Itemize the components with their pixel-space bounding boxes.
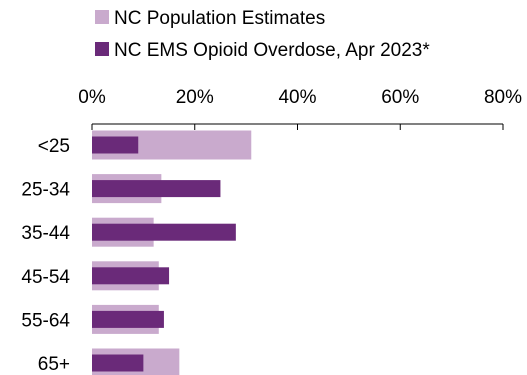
category-labels: <25 25-34 35-44 45-54 55-64 65+ (21, 136, 70, 375)
legend-swatch-population (95, 10, 109, 24)
category-label: 45-54 (21, 267, 70, 288)
bar-overdose (92, 136, 139, 154)
category-label: 65+ (38, 354, 70, 375)
x-tick-label: 0% (78, 87, 106, 108)
legend: NC Population Estimates NC EMS Opioid Ov… (95, 8, 430, 61)
category-label: <25 (38, 136, 70, 157)
x-tick-label: 60% (381, 87, 419, 108)
legend-label-overdose: NC EMS Opioid Overdose, Apr 2023* (114, 40, 430, 61)
bar-overdose (92, 354, 144, 372)
bar-overdose (92, 180, 221, 198)
bar-overdose (92, 267, 170, 285)
bar-overdose (92, 223, 236, 241)
bars (92, 130, 252, 375)
x-tick-label: 40% (278, 87, 316, 108)
bar-overdose (92, 310, 164, 328)
x-tick-label: 80% (484, 87, 522, 108)
category-label: 35-44 (21, 223, 70, 244)
x-axis: 0% 20% 40% 60% 80% (78, 87, 522, 130)
legend-label-population: NC Population Estimates (114, 8, 325, 29)
category-label: 25-34 (21, 180, 70, 201)
x-tick-label: 20% (176, 87, 214, 108)
legend-swatch-overdose (95, 42, 109, 56)
category-label: 55-64 (21, 310, 70, 331)
